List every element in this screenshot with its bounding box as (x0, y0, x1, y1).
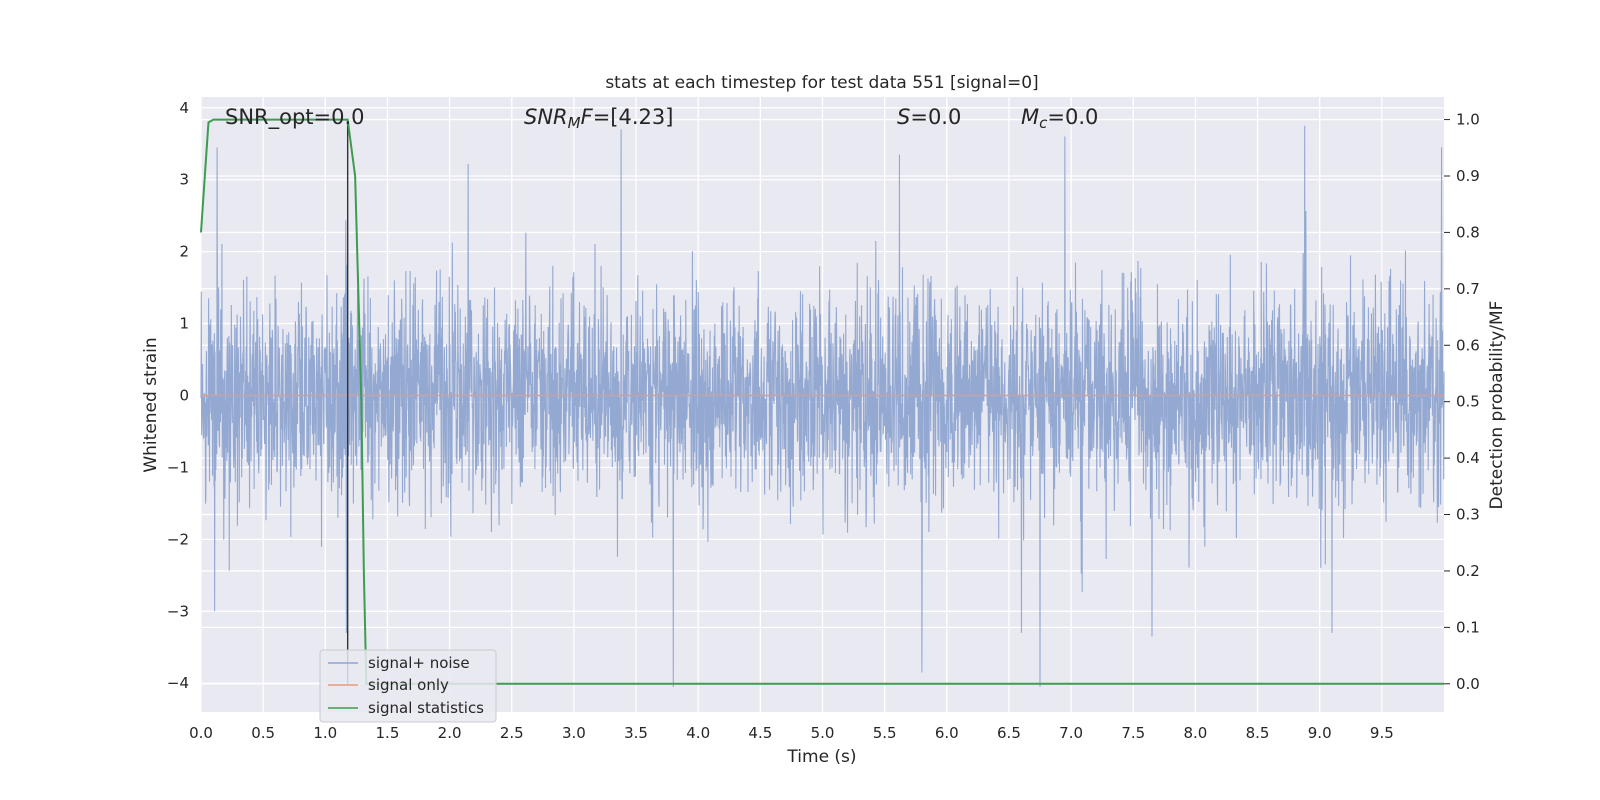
y2-tick-label: 0.0 (1456, 675, 1480, 693)
x-tick-label: 5.0 (811, 724, 835, 742)
y2-tick-label: 0.1 (1456, 618, 1480, 636)
series-signal-noise-line (200, 125, 1445, 687)
x-tick-label: 3.0 (562, 724, 586, 742)
annotation-s-rest: =0.0 (910, 105, 961, 129)
x-axis-label: Time (s) (786, 747, 856, 767)
x-axis-ticks: 0.0 0.5 1.0 1.5 2.0 2.5 3.0 3.5 4.0 4.5 5.0 5.5 6.0 6… (189, 724, 1394, 742)
x-tick-label: 6.0 (935, 724, 959, 742)
x-tick-label: 8.5 (1246, 724, 1270, 742)
x-tick-label: 1.5 (376, 724, 400, 742)
x-tick-label: 7.0 (1059, 724, 1083, 742)
annotation-snr-mf: SNRMF=[4.23] (524, 105, 673, 132)
y-tick-label: 3 (179, 171, 189, 189)
legend-label-signal-only: signal only (368, 676, 449, 694)
y-axis-label: Whitened strain (141, 337, 161, 472)
x-tick-label: 9.5 (1370, 724, 1394, 742)
x-tick-label: 8.0 (1183, 724, 1207, 742)
y2-tick-label: 0.3 (1456, 506, 1480, 524)
x-tick-label: 1.0 (313, 724, 337, 742)
y-tick-label: −4 (167, 674, 189, 692)
x-tick-label: 6.5 (997, 724, 1021, 742)
y2-tick-label: 0.6 (1456, 336, 1480, 354)
legend-box (319, 649, 497, 723)
y-tick-label: 0 (179, 387, 189, 405)
y2-tick-label: 0.8 (1456, 223, 1480, 241)
legend-label-signal-statistics: signal statistics (368, 699, 484, 717)
x-tick-label: 9.0 (1308, 724, 1332, 742)
y-tick-label: −3 (167, 602, 189, 620)
x-tick-label: 5.5 (873, 724, 897, 742)
y-tick-label: −2 (167, 530, 189, 548)
y-tick-label: 2 (179, 243, 189, 261)
chart-title: stats at each timestep for test data 551… (605, 73, 1038, 93)
y-tick-label: −1 (167, 458, 189, 476)
series-layer (200, 118, 1445, 687)
annotation-snr-mf-rest: =[4.23] (593, 105, 674, 129)
y2-tick-label: 1.0 (1456, 111, 1480, 129)
annotation-snr-mf-sub: M (568, 114, 581, 132)
legend-label-signal-noise: signal+ noise (368, 654, 470, 672)
annotation-mc-italic: M (1021, 105, 1039, 129)
y2-tick-label: 0.4 (1456, 449, 1480, 467)
annotation-snr-opt: SNR_opt=0.0 (225, 105, 365, 130)
x-tick-label: 2.0 (438, 724, 462, 742)
y2-tick-label: 0.5 (1456, 393, 1480, 411)
y2-axis-ticks: 1.0 0.9 0.8 0.7 0.6 0.5 0.4 0.3 0.2 0.1 0.0 (1444, 111, 1480, 693)
annotation-mc-rest: =0.0 (1047, 105, 1098, 129)
annotation-s-italic: S (897, 105, 910, 129)
series-signal-statistics-line (200, 118, 1444, 685)
x-tick-label: 4.0 (686, 724, 710, 742)
x-tick-label: 7.5 (1121, 724, 1145, 742)
y-tick-label: 1 (179, 315, 189, 333)
annotation-mc: Mc=0.0 (1021, 105, 1098, 132)
x-tick-label: 3.5 (624, 724, 648, 742)
x-tick-label: 4.5 (748, 724, 772, 742)
y2-tick-label: 0.2 (1456, 562, 1480, 580)
y2-tick-label: 0.9 (1456, 167, 1480, 185)
annotation-snr-mf-rest-italic: F (581, 105, 594, 129)
x-tick-label: 0.0 (189, 724, 213, 742)
y2-tick-label: 0.7 (1456, 280, 1480, 298)
y-axis-ticks: 4 3 2 1 0 −1 −2 −3 −4 (167, 99, 189, 692)
y-tick-label: 4 (179, 99, 189, 117)
annotation-snr-mf-italic: SNR (524, 105, 568, 129)
x-tick-label: 2.5 (500, 724, 524, 742)
legend: signal+ noise signal only signal statist… (319, 649, 497, 723)
y2-axis-label: Detection probability/MF (1487, 301, 1507, 510)
x-tick-label: 0.5 (251, 724, 275, 742)
annotation-mc-sub: c (1039, 114, 1048, 132)
annotation-s: S=0.0 (897, 105, 961, 129)
